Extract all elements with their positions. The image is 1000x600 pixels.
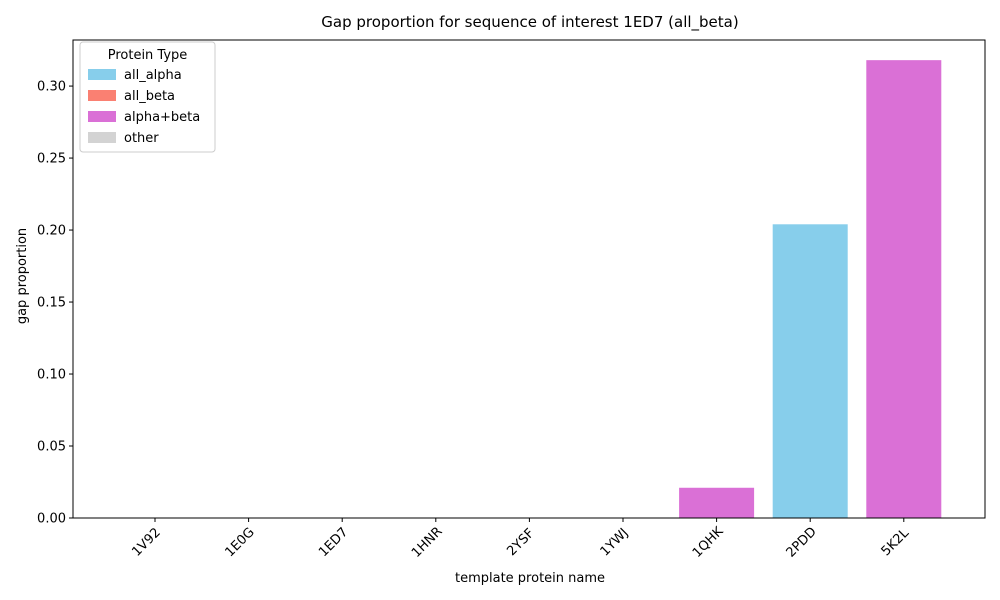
legend-swatch-other: [88, 132, 116, 143]
legend-swatch-alpha-beta: [88, 111, 116, 122]
y-tick-label: 0.10: [37, 368, 66, 383]
bars-layer: [679, 60, 942, 519]
x-tick-label: 1YWJ: [598, 526, 632, 560]
x-tick-label: 1E0G: [223, 525, 258, 560]
x-tick-label: 2YSF: [504, 526, 537, 559]
legend-swatch-all-beta: [88, 90, 116, 101]
y-tick-label: 0.00: [37, 512, 66, 527]
y-tick-label: 0.30: [37, 80, 66, 95]
legend-label: alpha+beta: [124, 110, 200, 125]
bar-2pdd: [772, 224, 848, 518]
x-tick-label: 2PDD: [784, 524, 820, 560]
x-tick-label: 1V92: [129, 525, 163, 559]
y-tick-label: 0.25: [37, 152, 66, 167]
bar-5k2l: [866, 60, 942, 519]
x-tick-label: 1ED7: [316, 525, 351, 560]
legend-label: all_alpha: [124, 68, 182, 83]
x-axis-label: template protein name: [455, 571, 605, 586]
legend-swatch-all-alpha: [88, 69, 116, 80]
legend: Protein Type all_alpha all_beta alpha+beta o…: [79, 41, 216, 153]
y-tick-label: 0.15: [37, 296, 66, 311]
y-axis-label: gap proportion: [15, 228, 30, 324]
legend-label: other: [124, 131, 159, 146]
legend-title: Protein Type: [108, 48, 188, 63]
y-tick-label: 0.20: [37, 224, 66, 239]
chart-title: Gap proportion for sequence of interest …: [321, 13, 738, 32]
legend-label: all_beta: [124, 89, 175, 104]
x-tick-label: 5K2L: [879, 525, 913, 559]
bar-1qhk: [679, 487, 755, 518]
x-tick-label: 1QHK: [690, 524, 727, 561]
x-tick-label: 1HNR: [409, 524, 446, 561]
y-tick-label: 0.05: [37, 440, 66, 455]
